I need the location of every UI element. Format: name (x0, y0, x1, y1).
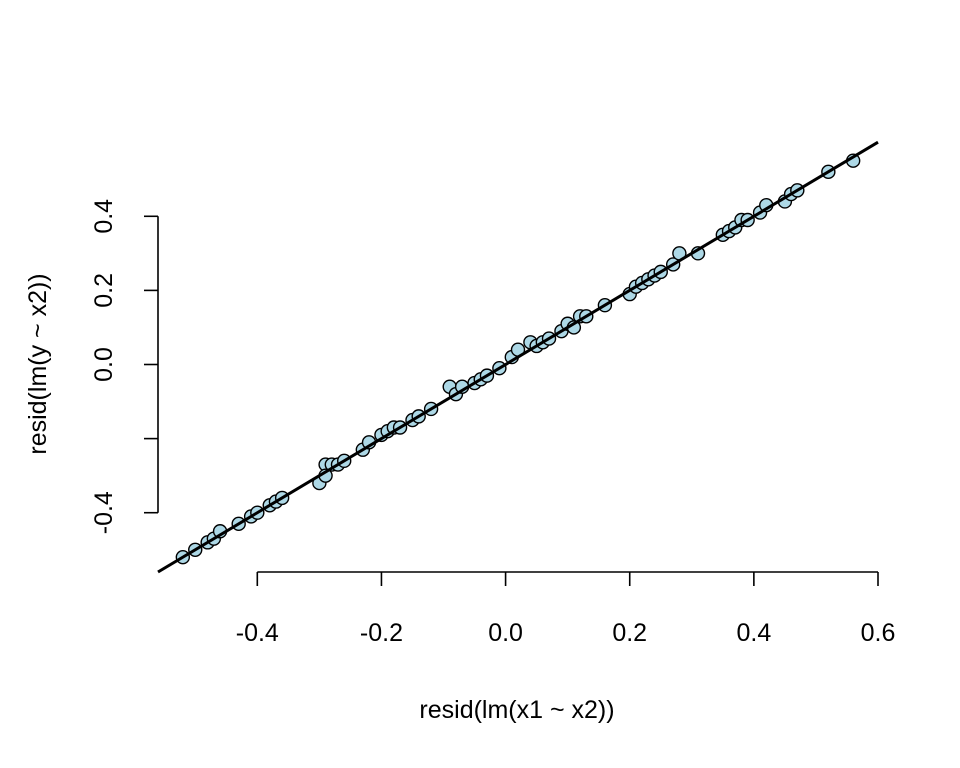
y-axis-title: resid(lm(y ~ x2)) (24, 273, 52, 454)
y-tick-label: 0.2 (90, 273, 118, 308)
regression-line (157, 140, 879, 574)
x-axis-title: resid(lm(x1 ~ x2)) (419, 696, 614, 724)
x-tick-label: -0.4 (236, 619, 279, 647)
regression-line-group (157, 140, 879, 574)
x-tick-label: 0.2 (612, 619, 647, 647)
y-tick-label: 0.0 (90, 347, 118, 382)
x-axis: -0.4 -0.2 0.0 0.2 0.4 0.6 (236, 571, 896, 647)
x-tick-label: 0.0 (488, 619, 523, 647)
y-tick-label: 0.4 (90, 199, 118, 234)
x-tick-label: 0.4 (736, 619, 771, 647)
y-tick-label: -0.4 (90, 491, 118, 534)
x-tick-label: -0.2 (360, 619, 403, 647)
y-axis: -0.4 0.0 0.2 0.4 (90, 199, 159, 534)
x-tick-label: 0.6 (861, 619, 896, 647)
